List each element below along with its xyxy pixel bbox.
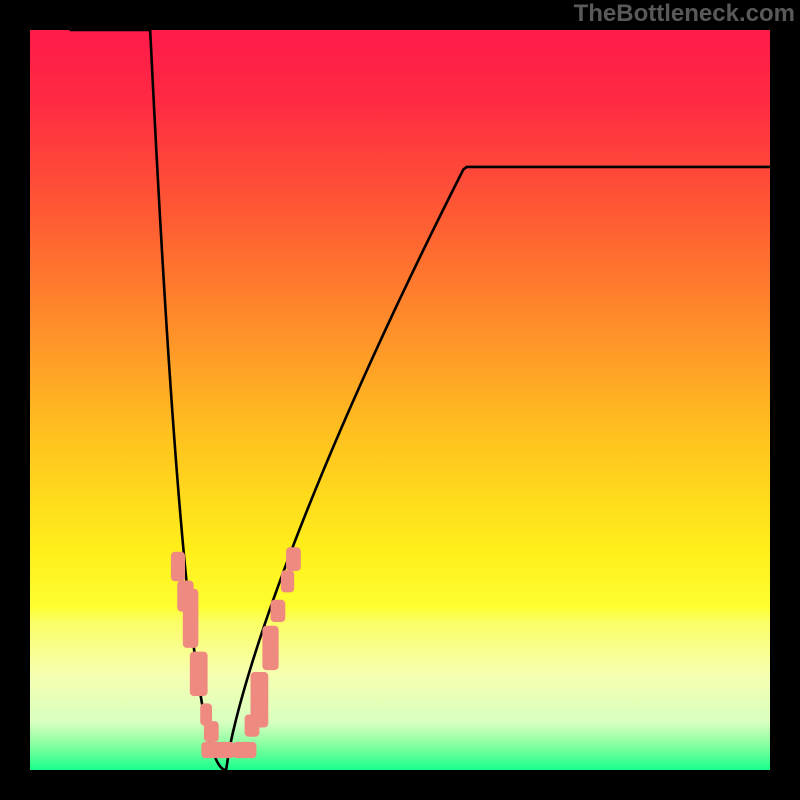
data-marker bbox=[271, 600, 286, 622]
data-marker bbox=[233, 742, 257, 758]
data-marker bbox=[204, 721, 219, 742]
data-marker bbox=[251, 672, 269, 728]
data-marker bbox=[201, 742, 234, 758]
watermark-text: TheBottleneck.com bbox=[574, 0, 795, 28]
outer-frame: TheBottleneck.com bbox=[0, 0, 800, 800]
data-marker bbox=[183, 589, 199, 648]
plot-area bbox=[30, 30, 770, 770]
data-marker bbox=[281, 570, 294, 592]
gradient-background bbox=[30, 30, 770, 770]
data-marker bbox=[286, 547, 301, 571]
chart-svg bbox=[30, 30, 770, 770]
data-marker bbox=[171, 552, 185, 582]
data-marker bbox=[262, 626, 278, 670]
data-marker bbox=[190, 652, 208, 696]
